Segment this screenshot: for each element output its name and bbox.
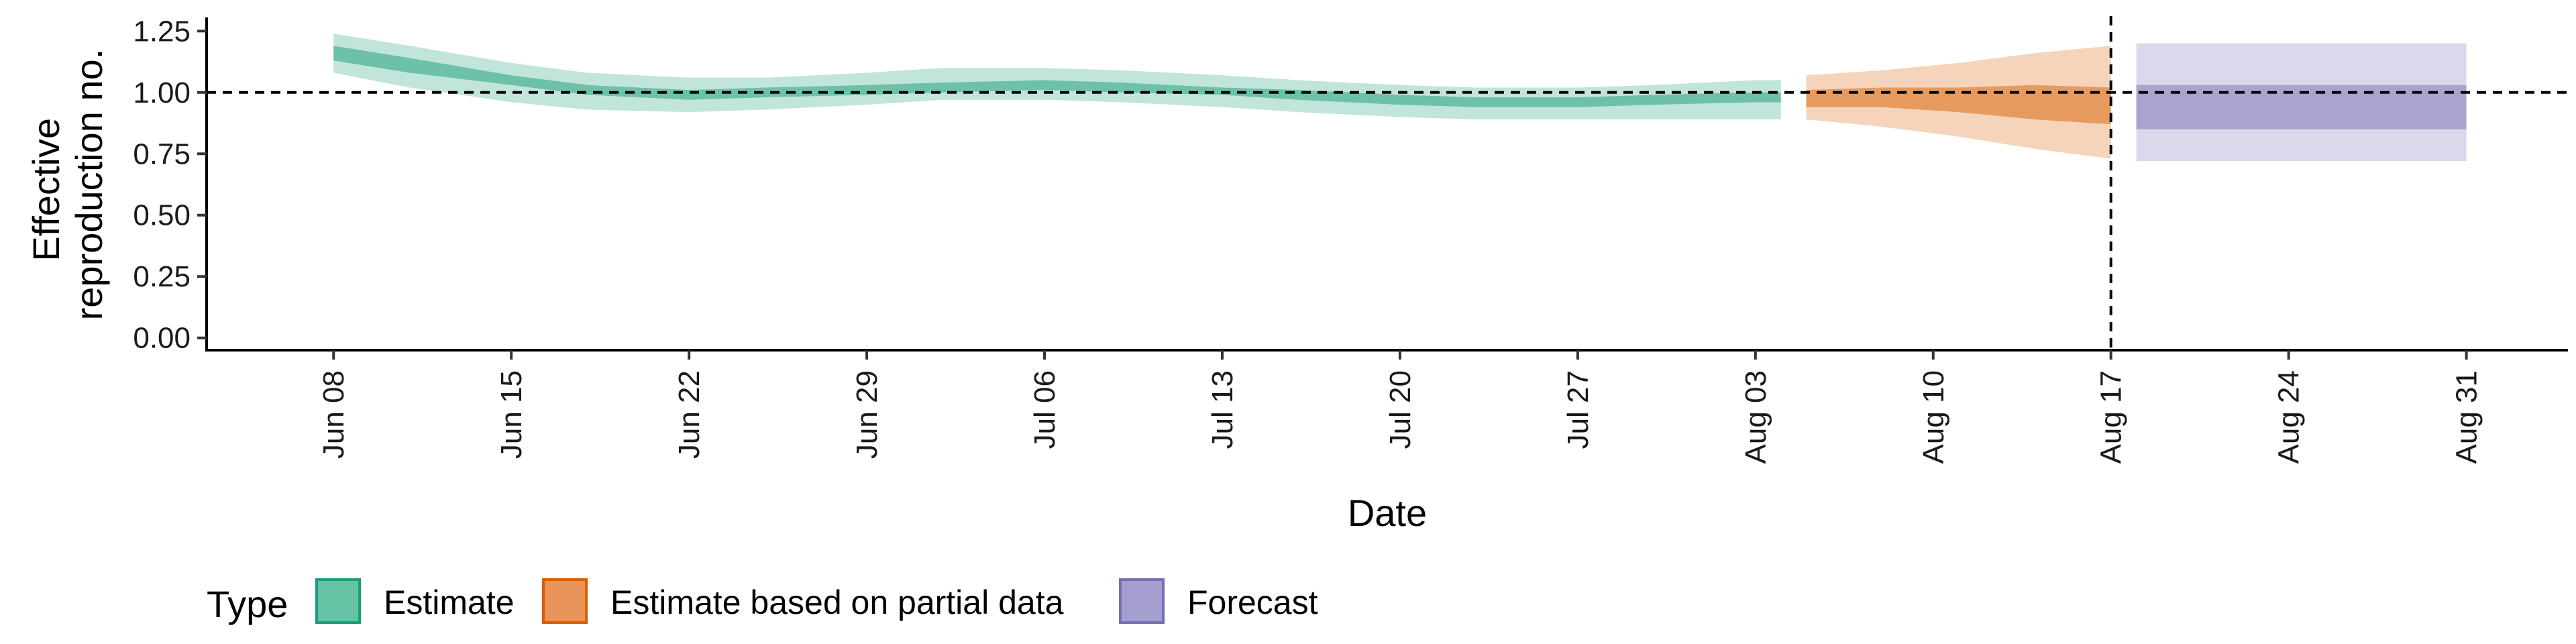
y-tick-label: 1.00 (133, 76, 191, 109)
x-tick-label: Aug 31 (2451, 370, 2483, 464)
y-axis-title: Effective reproduction no. (25, 49, 110, 321)
x-tick-label: Jun 08 (317, 370, 350, 459)
x-tick-label: Aug 10 (1917, 370, 1950, 464)
y-tick-label: 0.50 (133, 199, 191, 232)
y-axis-title-line-1: Effective (25, 118, 67, 262)
tick-layer: 0.00 0.25 0.50 0.75 1.00 1.25 Jun 08 Jun 15 Jun … (133, 15, 2483, 464)
x-tick-label: Jul 06 (1028, 370, 1061, 449)
y-axis-title-line-2: reproduction no. (68, 49, 110, 321)
legend-label-estimate: Estimate (384, 584, 515, 621)
x-tick-label: Aug 03 (1739, 370, 1772, 464)
y-tick-label: 0.00 (133, 322, 191, 355)
legend-label-estimate-based-on-partial-data: Estimate based on partial data (610, 584, 1064, 621)
x-tick-label: Jun 22 (673, 370, 706, 459)
y-tick-label: 0.75 (133, 138, 191, 170)
legend-key-estimate (315, 578, 361, 624)
legend-key-forecast (1119, 578, 1165, 624)
x-tick-label: Jun 15 (495, 370, 528, 459)
axes (205, 17, 2568, 352)
legend-label-forecast: Forecast (1187, 584, 1318, 621)
x-tick-label: Jul 13 (1206, 370, 1239, 449)
x-tick-label: Jul 20 (1384, 370, 1417, 449)
estimate-based-on-partial-data-inner-band (1806, 85, 2111, 125)
y-tick-label: 0.25 (133, 260, 191, 293)
x-tick-label: Jul 27 (1562, 370, 1595, 449)
x-axis-title: Date (1348, 492, 1427, 534)
x-tick-label: Aug 17 (2095, 370, 2128, 464)
ribbon-layer (333, 34, 2467, 162)
legend: Type Estimate Estimate based on partial d… (207, 578, 1318, 625)
y-tick-label: 1.25 (133, 15, 191, 48)
reference-lines (207, 16, 2568, 350)
x-tick-label: Aug 24 (2273, 370, 2306, 464)
legend-key-estimate-based-on-partial-data (542, 578, 588, 624)
legend-title: Type (207, 583, 288, 625)
forecast-inner-band (2136, 85, 2467, 129)
x-tick-label: Jun 29 (851, 370, 883, 459)
